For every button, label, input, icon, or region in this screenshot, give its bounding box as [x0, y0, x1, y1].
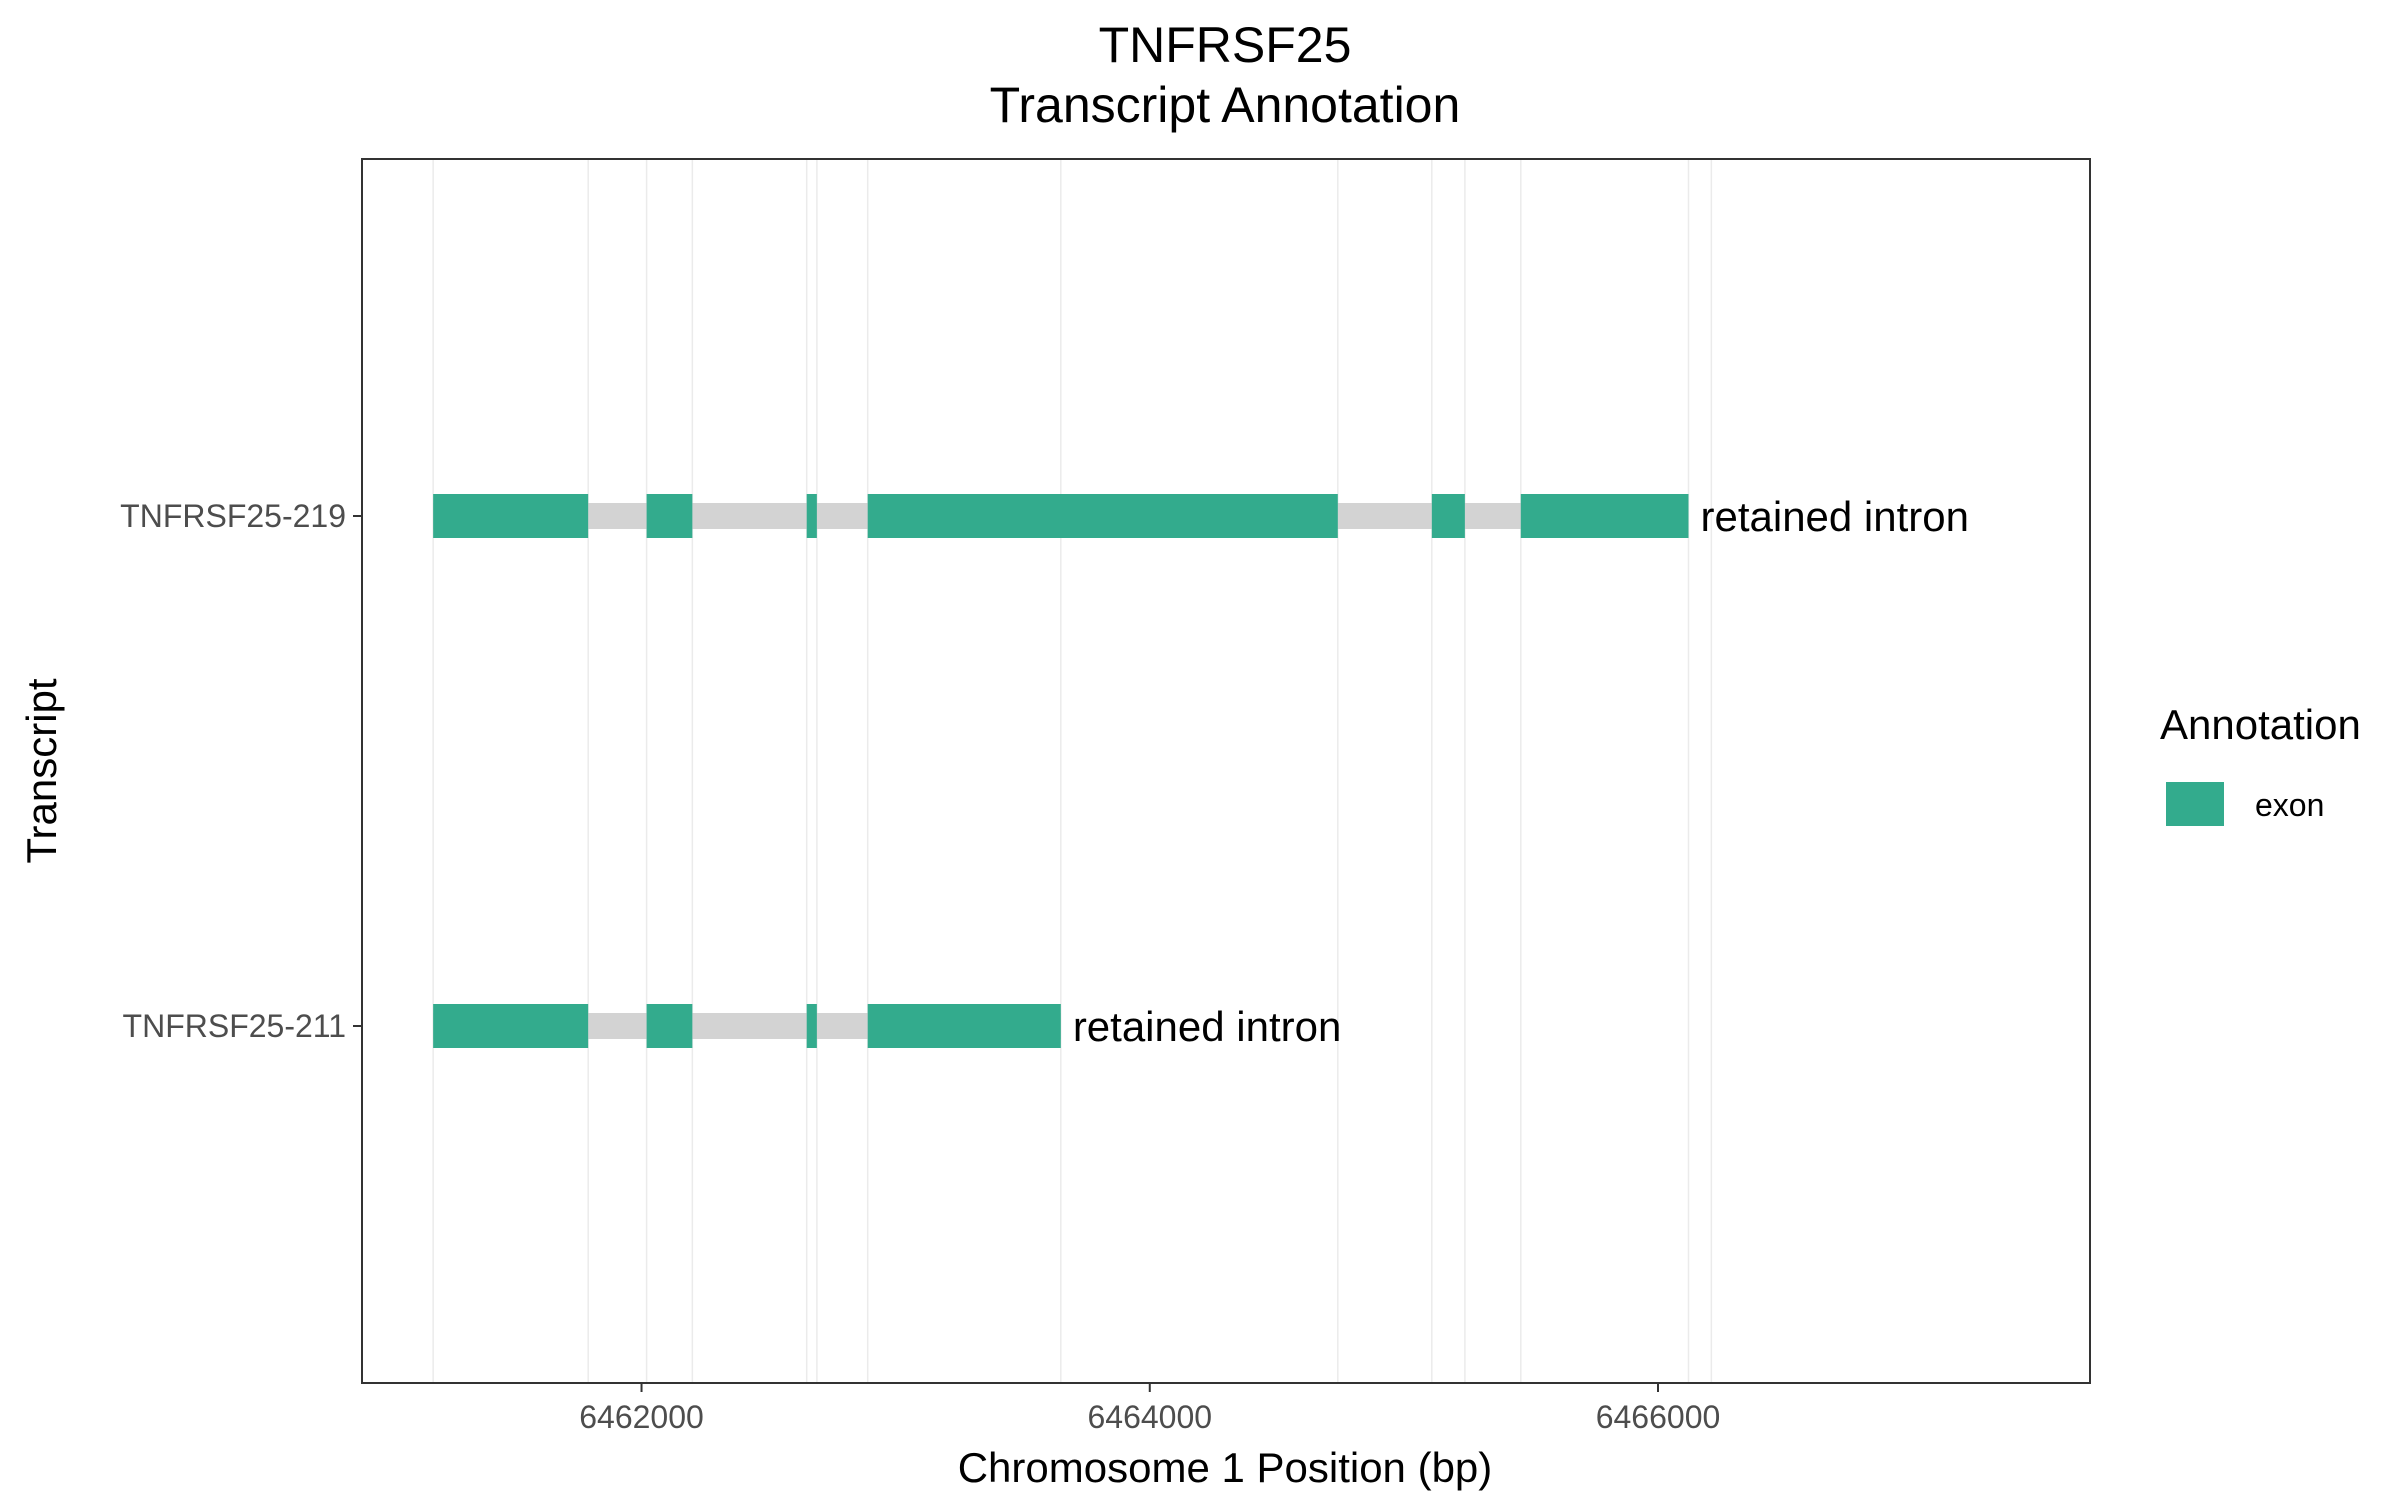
legend-key-exon — [2166, 782, 2224, 826]
x-tick-label: 6466000 — [1596, 1399, 1721, 1435]
grid-lines — [432, 159, 1713, 1383]
y-axis-title: Transcript — [18, 678, 65, 863]
x-axis: 6462000 6464000 6466000 — [579, 1383, 1720, 1435]
y-tick-label: TNFRSF25-211 — [123, 1008, 346, 1044]
exon-block — [867, 494, 1338, 538]
exon-block — [806, 494, 817, 538]
exon-block — [433, 1004, 589, 1048]
x-axis-title: Chromosome 1 Position (bp) — [958, 1444, 1493, 1491]
exon-block — [867, 1004, 1061, 1048]
exon-block — [646, 494, 693, 538]
exon-block — [1520, 494, 1689, 538]
y-tick-label: TNFRSF25-219 — [120, 498, 346, 534]
chart-subtitle: Transcript Annotation — [990, 77, 1461, 133]
legend-title: Annotation — [2160, 701, 2361, 748]
plot-panel-background — [362, 159, 2090, 1383]
exon-block — [646, 1004, 693, 1048]
x-tick-label: 6464000 — [1087, 1399, 1212, 1435]
plot-panel-border — [361, 158, 2091, 1384]
x-tick-label: 6462000 — [579, 1399, 704, 1435]
exon-block — [1431, 494, 1465, 538]
exon-blocks — [433, 494, 1689, 1048]
exon-block — [433, 494, 589, 538]
legend: Annotation exon — [2160, 701, 2361, 826]
legend-label-exon: exon — [2255, 787, 2324, 823]
transcript-biotype-labels: retained intron retained intron — [1073, 493, 1969, 1050]
exon-block — [806, 1004, 817, 1048]
biotype-label: retained intron — [1700, 493, 1969, 540]
chart-title: TNFRSF25 — [1099, 17, 1352, 73]
y-axis: TNFRSF25-219 TNFRSF25-211 — [120, 498, 362, 1044]
biotype-label: retained intron — [1073, 1003, 1342, 1050]
